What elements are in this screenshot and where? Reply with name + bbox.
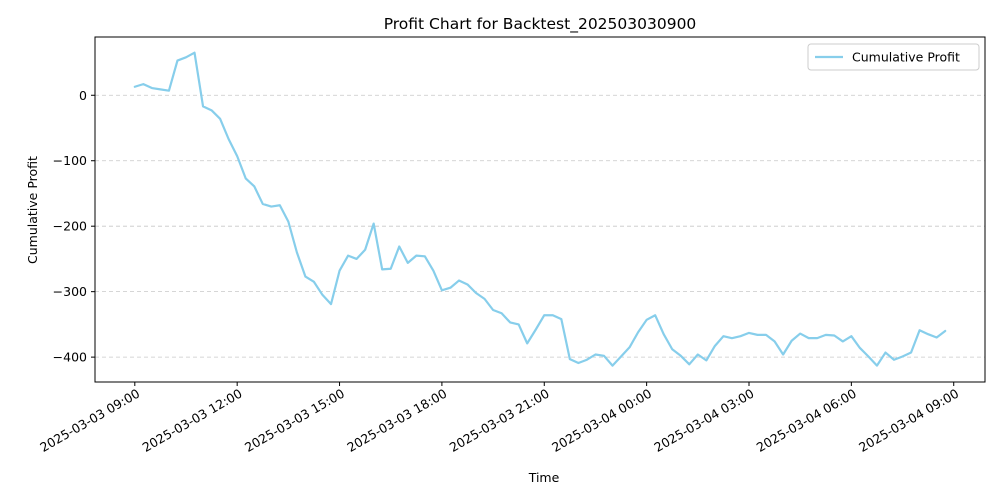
plot-frame: [94, 36, 986, 383]
y-tick-label: −100: [53, 153, 87, 168]
series-line-cumulative-profit: [133, 51, 947, 367]
legend-label-cumulative-profit: Cumulative Profit: [852, 50, 960, 65]
x-axis-label: Time: [528, 470, 560, 485]
legend: Cumulative Profit: [807, 43, 980, 71]
y-axis: 0 −100 −200 −300 −400: [53, 88, 95, 365]
y-axis-label: Cumulative Profit: [25, 156, 40, 264]
legend-box: [807, 43, 980, 71]
y-tick-label: −200: [53, 219, 87, 234]
y-gridlines: [95, 94, 985, 358]
chart-title: Profit Chart for Backtest_202503030900: [384, 15, 697, 34]
y-tick-label: 0: [79, 88, 87, 103]
y-tick-label: −400: [53, 350, 87, 365]
y-tick-label: −300: [53, 284, 87, 299]
